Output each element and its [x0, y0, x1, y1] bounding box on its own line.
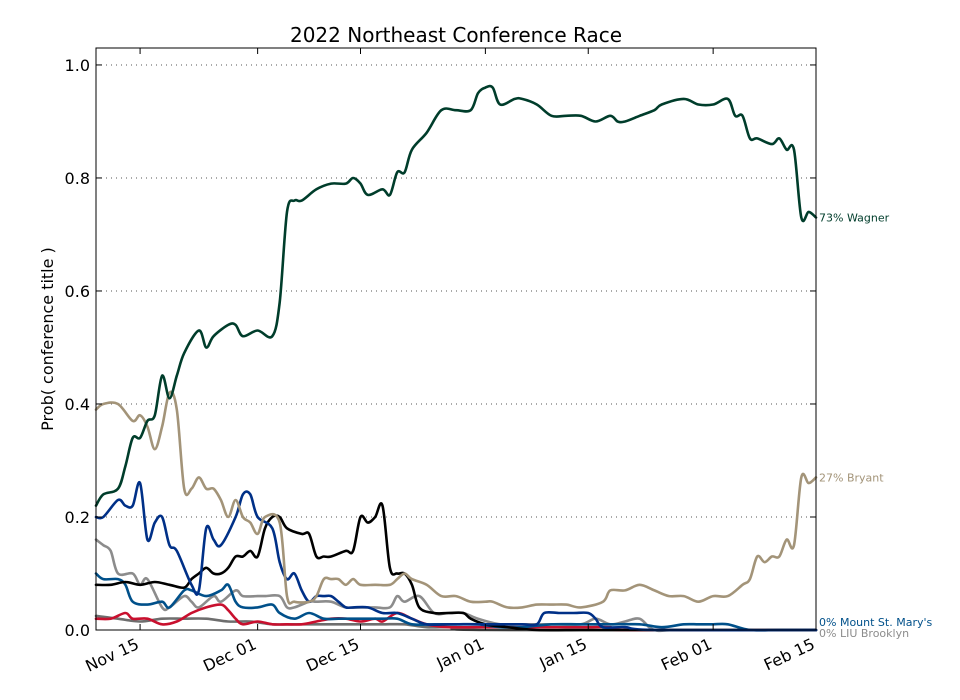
series-line-4: [94, 502, 818, 632]
x-tick-label: Feb 01: [658, 634, 715, 674]
series-lines: [94, 84, 818, 633]
y-tick-label: 0.0: [65, 621, 90, 640]
y-tick-label: 0.6: [65, 282, 90, 301]
x-axis: Nov 15 Dec 01 Dec 15 Jan 01 Jan 15 Feb 01 Feb …: [82, 48, 818, 676]
x-tick-label: Jan 01: [433, 634, 487, 673]
x-tick-label: Dec 15: [303, 634, 362, 675]
y-axis: 0.0 0.2 0.4 0.6 0.8 1.0: [65, 56, 816, 640]
series-line-wagner: [94, 84, 818, 507]
series-line-mount-st-mary-s: [94, 572, 818, 632]
chart-title: 2022 Northeast Conference Race: [290, 23, 622, 47]
plot-frame: [95, 47, 817, 631]
end-label: 0% Mount St. Mary's: [819, 616, 932, 629]
y-axis-label: Prob( conference title ): [38, 247, 57, 431]
y-tick-label: 0.8: [65, 169, 90, 188]
series-line-bryant: [94, 390, 818, 610]
end-label: 0% LIU Brooklyn: [819, 627, 909, 640]
y-tick-label: 0.4: [65, 395, 90, 414]
x-tick-label: Jan 15: [536, 634, 590, 673]
x-tick-label: Feb 15: [761, 634, 818, 674]
y-tick-label: 1.0: [65, 56, 90, 75]
end-label: 73% Wagner: [819, 212, 890, 225]
end-label: 27% Bryant: [819, 471, 884, 484]
end-labels: 73% Wagner 27% Bryant 0% Mount St. Mary's0…: [819, 212, 932, 640]
y-tick-label: 0.2: [65, 508, 90, 527]
x-tick-label: Dec 01: [200, 634, 259, 675]
x-tick-label: Nov 15: [82, 634, 141, 675]
